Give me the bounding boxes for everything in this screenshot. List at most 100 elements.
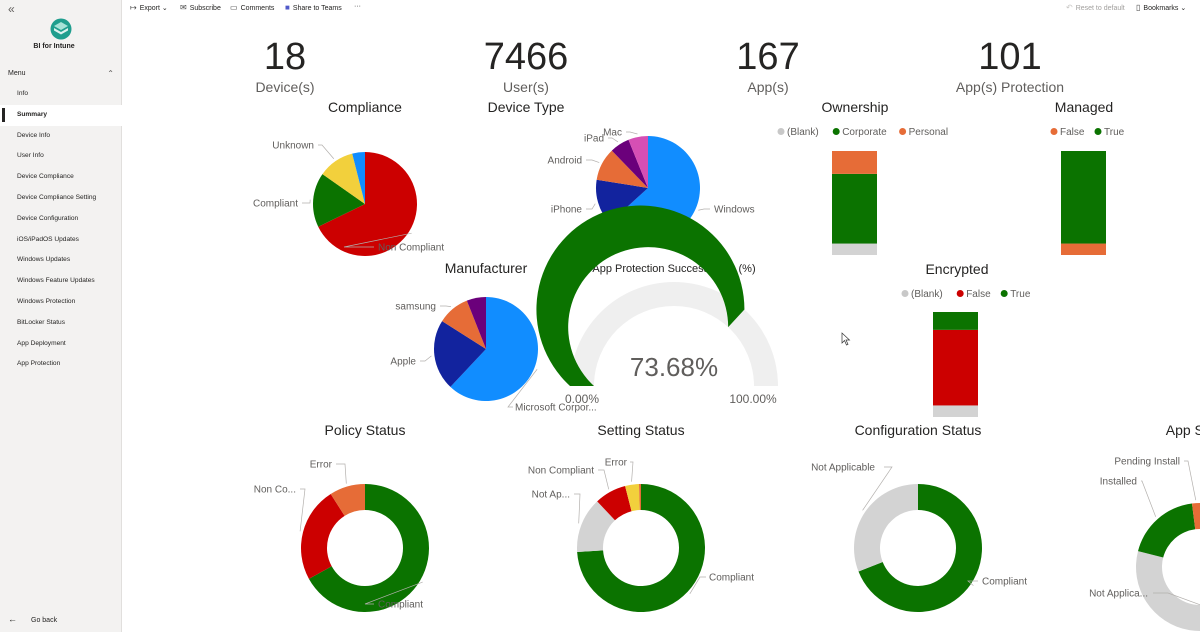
app-status-slice-pending-install[interactable] [1191,503,1200,530]
configuration-status-slice-not-applicable[interactable] [854,484,918,572]
sidebar-item-info[interactable]: Info [17,90,28,97]
bookmarks-button[interactable]: ▯ Bookmarks ⌄ [1136,3,1186,12]
sidebar-item-device-configuration[interactable]: Device Configuration [17,214,79,222]
sidebar-item-device-compliance[interactable]: Device Compliance [17,173,74,181]
encrypted-bar-segment-true[interactable] [933,312,978,330]
policy-status-leader-line [299,488,306,532]
subscribe-button[interactable]: ✉ Subscribe [180,3,221,12]
managed-title: Managed [1055,99,1113,115]
navigation-sidebar: « BI for Intune Menu ⌃ Info Summary Device… [0,0,122,632]
ownership-legend-marker [899,128,907,135]
sidebar-item-ios-ipados-updates[interactable]: iOS/iPadOS Updates [17,235,79,243]
bookmark-icon: ▯ [1136,3,1141,12]
encrypted-bar-segment-false[interactable] [933,329,978,406]
setting-status-slice-not-ap[interactable] [577,501,615,553]
sidebar-item-windows-feature-updates[interactable]: Windows Feature Updates [17,277,95,285]
kpi-value: 18 [264,36,306,78]
managed-bar-segment-true[interactable] [1061,151,1106,244]
device-type-slice-ipad[interactable] [611,139,648,188]
kpi-label: App(s) [747,79,788,95]
policy-status-slice-compliant[interactable] [308,484,430,613]
export-button[interactable]: ↦ Export ⌄ [130,3,168,12]
ownership-chart: Ownership (Blank) Corporate Personal [777,99,948,255]
device-type-title: Device Type [488,99,565,115]
compliance-data-label: Compliant [253,199,298,210]
app-status-chart: App Status Not Applica... Installed Pending… [1089,422,1200,631]
manufacturer-slice-apple[interactable] [433,321,486,387]
encrypted-legend-label: True [1010,289,1031,300]
bookmarks-label: Bookmarks [1143,5,1179,12]
compliance-slice-compliant[interactable] [313,174,365,227]
sidebar-item-device-compliance-setting[interactable]: Device Compliance Setting [17,193,97,201]
more-options-button[interactable]: ··· [354,3,361,10]
go-back-button[interactable]: ← Go back [8,614,57,624]
ownership-bar-segment-corporate[interactable] [832,173,877,244]
share-to-teams-button[interactable]: ■ Share to Teams [285,3,342,12]
app-status-leader-line [1184,460,1197,501]
gauge-value-arc[interactable] [536,205,745,386]
chevron-down-icon: ⌄ [161,5,168,12]
sidebar-item-windows-updates[interactable]: Windows Updates [17,256,71,264]
ownership-bar-segment-personal[interactable] [832,151,877,174]
sidebar-item-device-info[interactable]: Device Info [17,131,50,139]
menu-header[interactable]: Menu ⌃ [8,69,114,78]
configuration-status-data-label: Compliant [982,577,1027,588]
ownership-bar-segment-blank[interactable] [832,243,877,255]
compliance-slice-unknown[interactable] [322,153,365,204]
gauge-value-label: 73.68% [630,352,718,382]
compliance-chart: Compliance Non Compliant Compliant Unknown [253,99,444,256]
sidebar-item-app-protection[interactable]: App Protection [17,360,61,368]
setting-status-leader-line [598,469,610,490]
sidebar-item-user-info[interactable]: User Info [17,152,44,160]
app-status-slice-installed[interactable] [1138,503,1196,558]
manufacturer-data-label: samsung [395,302,436,313]
setting-status-slice-unlabeled[interactable] [638,484,641,511]
ownership-legend-marker [777,128,785,135]
reset-to-default-button[interactable]: ↶ Reset to default [1066,3,1125,12]
report-toolbar: ↦ Export ⌄ ✉ Subscribe ▭ Comments ■ Share to… [122,0,1200,17]
encrypted-bar-segment-blank[interactable] [933,405,978,417]
policy-status-slice-error[interactable] [330,484,365,516]
ownership-legend-label: (Blank) [787,127,819,138]
comments-label: Comments [240,5,275,12]
manufacturer-slice-unlabeled[interactable] [466,297,486,349]
device-type-data-label: Windows [714,205,755,216]
setting-status-slice-error[interactable] [625,484,640,512]
encrypted-legend-marker [901,290,909,297]
sidebar-item-windows-protection[interactable]: Windows Protection [17,297,76,305]
configuration-status-title: Configuration Status [855,422,982,438]
chevron-up-icon[interactable]: ⌃ [107,69,114,78]
setting-status-slice-compliant[interactable] [577,484,705,612]
manufacturer-slice-samsung[interactable] [442,300,486,349]
compliance-slice-non-compliant[interactable] [318,152,418,256]
policy-status-slice-non-co[interactable] [301,493,345,579]
kpi-label: User(s) [503,79,549,95]
sidebar-item-summary[interactable]: Summary [0,104,122,126]
configuration-status-slice-compliant[interactable] [858,484,983,613]
manufacturer-slice-microsoft-corpor[interactable] [450,297,539,401]
managed-bar-segment-false[interactable] [1061,243,1106,255]
app-status-slice-not-applica[interactable] [1136,503,1200,631]
setting-status-leader-line [630,461,634,482]
ownership-title: Ownership [822,99,889,115]
encrypted-legend-label: False [966,289,991,300]
setting-status-slice-non-compliant[interactable] [597,486,632,521]
sidebar-item-app-deployment[interactable]: App Deployment [17,339,66,347]
compliance-slice-unlabeled[interactable] [352,152,365,204]
encrypted-chart: Encrypted (Blank) False True [901,261,1031,417]
sidebar-item-bitlocker-status[interactable]: BitLocker Status [17,318,66,326]
collapse-sidebar-icon[interactable]: « [8,2,15,16]
app-status-leader-line [1141,480,1157,517]
device-type-slice-mac[interactable] [628,136,648,188]
manufacturer-data-label: Apple [390,357,416,368]
app-status-data-label: Installed [1100,477,1137,488]
compliance-leader-line [318,144,335,159]
comments-button[interactable]: ▭ Comments [230,3,274,12]
setting-status-data-label: Non Compliant [528,466,594,477]
device-type-slice-android[interactable] [596,150,648,188]
app-status-data-label: Pending Install [1114,457,1180,468]
app-status-data-label: Not Applica... [1089,589,1148,600]
